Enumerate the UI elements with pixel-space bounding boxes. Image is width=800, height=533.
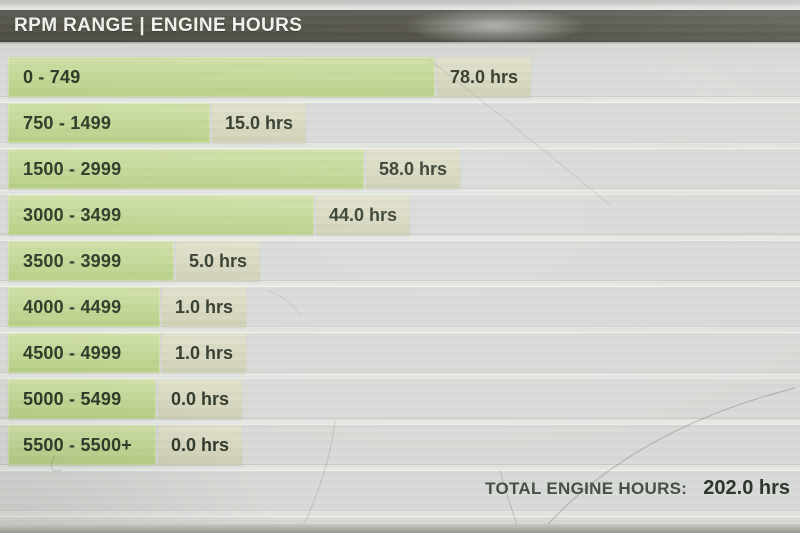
hours-value: 44.0 hrs <box>329 204 398 225</box>
hours-value: 78.0 hrs <box>450 66 519 87</box>
hours-label-box: 15.0 hrs <box>212 103 307 143</box>
rpm-range-label: 5500 - 5500+ <box>23 434 132 455</box>
hours-label-box: 44.0 hrs <box>316 195 411 235</box>
rpm-row: 0 - 749 78.0 hrs <box>8 57 800 97</box>
hours-label-box: 78.0 hrs <box>437 57 532 97</box>
hours-label-box: 58.0 hrs <box>366 149 461 189</box>
total-engine-hours-label: TOTAL ENGINE HOURS: <box>485 479 688 498</box>
rpm-bar: 5500 - 5500+ <box>8 425 156 465</box>
rpm-range-label: 5000 - 5499 <box>23 388 122 409</box>
hours-value: 0.0 hrs <box>171 434 230 455</box>
hours-value: 15.0 hrs <box>225 112 294 133</box>
hours-label-box: 0.0 hrs <box>158 425 243 465</box>
rpm-bar: 4500 - 4999 <box>8 333 160 373</box>
page-title: RPM RANGE | ENGINE HOURS <box>14 15 303 36</box>
rpm-range-label: 4000 - 4499 <box>23 296 122 317</box>
rpm-row: 4000 - 4499 1.0 hrs <box>8 287 800 327</box>
hours-label-box: 1.0 hrs <box>162 287 247 327</box>
rpm-range-label: 3000 - 3499 <box>23 204 122 225</box>
rpm-row: 750 - 1499 15.0 hrs <box>8 103 800 143</box>
screen-bezel-bottom <box>0 524 800 533</box>
rpm-row: 5000 - 5499 0.0 hrs <box>8 379 800 419</box>
hours-label-box: 0.0 hrs <box>158 379 243 419</box>
rpm-range-label: 1500 - 2999 <box>23 158 122 179</box>
rpm-range-label: 0 - 749 <box>23 66 81 87</box>
rpm-row: 4500 - 4999 1.0 hrs <box>8 333 800 373</box>
hours-value: 1.0 hrs <box>175 342 234 363</box>
rpm-row: 3000 - 3499 44.0 hrs <box>8 195 800 235</box>
hours-value: 1.0 hrs <box>175 296 234 317</box>
rpm-bar: 0 - 749 <box>8 57 435 97</box>
hours-label-box: 5.0 hrs <box>176 241 261 281</box>
rpm-row: 3500 - 3999 5.0 hrs <box>8 241 800 281</box>
hours-value: 5.0 hrs <box>189 250 248 271</box>
rpm-range-label: 750 - 1499 <box>23 112 112 133</box>
rpm-bar: 750 - 1499 <box>8 103 210 143</box>
header-bar: RPM RANGE | ENGINE HOURS <box>0 10 800 42</box>
total-engine-hours: TOTAL ENGINE HOURS: 202.0 hrs <box>485 477 790 500</box>
hours-value: 58.0 hrs <box>379 158 448 179</box>
rpm-row: 1500 - 2999 58.0 hrs <box>8 149 800 189</box>
rpm-range-label: 3500 - 3999 <box>23 250 122 271</box>
rpm-bar: 3500 - 3999 <box>8 241 174 281</box>
rpm-bar: 1500 - 2999 <box>8 149 364 189</box>
hours-value: 0.0 hrs <box>171 388 230 409</box>
screen-bezel-top <box>0 0 800 10</box>
rpm-bar: 3000 - 3499 <box>8 195 314 235</box>
rpm-row: 5500 - 5500+ 0.0 hrs <box>8 425 800 465</box>
rpm-range-label: 4500 - 4999 <box>23 342 122 363</box>
rpm-bar-chart: 0 - 749 78.0 hrs 750 - 1499 15.0 hrs 1500 - … <box>8 57 800 471</box>
rpm-bar: 5000 - 5499 <box>8 379 156 419</box>
rpm-bar: 4000 - 4499 <box>8 287 160 327</box>
hours-label-box: 1.0 hrs <box>162 333 247 373</box>
total-engine-hours-value: 202.0 hrs <box>703 477 790 499</box>
